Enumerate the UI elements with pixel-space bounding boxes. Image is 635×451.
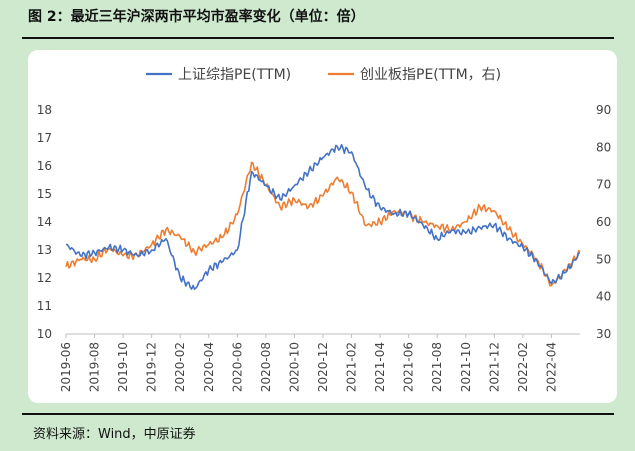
left-tick-label: 14 xyxy=(37,215,52,229)
x-tick-label: 2021-08 xyxy=(430,342,444,392)
right-tick-label: 70 xyxy=(596,178,611,192)
right-tick-label: 80 xyxy=(596,140,611,154)
source-note: 资料来源：Wind，中原证券 xyxy=(33,427,196,442)
right-tick-label: 30 xyxy=(596,327,611,341)
right-tick-label: 40 xyxy=(596,290,611,304)
x-tick-label: 2019-12 xyxy=(145,342,159,392)
pe-line-chart: 上证综指PE(TTM) 创业板指PE(TTM，右) 101112131415161… xyxy=(37,67,612,392)
x-tick-label: 2021-10 xyxy=(459,342,473,392)
x-tick-label: 2021-12 xyxy=(487,342,501,392)
left-tick-label: 17 xyxy=(37,131,52,145)
chart-panel: 上证综指PE(TTM) 创业板指PE(TTM，右) 10 11 12 13 14 15 16 1… xyxy=(28,50,617,403)
top-rule xyxy=(22,37,614,39)
left-tick-label: 15 xyxy=(37,187,52,201)
left-tick-label: 13 xyxy=(37,243,52,257)
figure-title: 图 2：最近三年沪深两市平均市盈率变化（单位：倍） xyxy=(28,9,365,25)
x-tick-label: 2021-04 xyxy=(373,342,387,392)
left-tick-label: 10 xyxy=(37,327,52,341)
x-tick-label: 2022-04 xyxy=(544,342,558,392)
series-line-shanghai xyxy=(65,143,581,290)
right-tick-label: 60 xyxy=(596,215,611,229)
series-line-chinext xyxy=(65,161,581,287)
x-tick-label: 2019-08 xyxy=(88,342,102,392)
left-tick-label: 12 xyxy=(37,271,52,285)
x-tick-label: 2019-06 xyxy=(59,342,73,392)
series-layer xyxy=(65,143,581,290)
legend-label: 创业板指PE(TTM，右) xyxy=(360,67,501,83)
x-tick-label: 2020-10 xyxy=(287,342,301,392)
x-tick-label: 2021-02 xyxy=(345,342,359,392)
chart-legend: 上证综指PE(TTM) 创业板指PE(TTM，右) xyxy=(146,67,501,83)
x-tick-label: 2020-08 xyxy=(259,342,273,392)
left-tick-label: 16 xyxy=(37,159,52,173)
x-tick-label: 2020-12 xyxy=(316,342,330,392)
left-axis-ticks: 10 11 12 13 14 15 16 17 18 xyxy=(37,103,52,341)
left-tick-label: 11 xyxy=(37,299,52,313)
right-tick-label: 50 xyxy=(596,252,611,266)
right-axis-ticks: 30 40 50 60 70 80 90 xyxy=(596,103,611,341)
x-axis: 2019-06 2019-08 2019-10 2019-12 2020-02 2020-… xyxy=(59,333,580,392)
left-tick-label: 18 xyxy=(37,103,52,117)
x-tick-label: 2022-02 xyxy=(516,342,530,392)
x-tick-label: 2019-10 xyxy=(116,342,130,392)
bottom-rule xyxy=(22,413,614,415)
x-tick-label: 2020-02 xyxy=(173,342,187,392)
x-tick-label: 2020-06 xyxy=(230,342,244,392)
x-tick-label: 2020-04 xyxy=(202,342,216,392)
x-tick-label: 2021-06 xyxy=(402,342,416,392)
legend-label: 上证综指PE(TTM) xyxy=(178,67,291,83)
right-tick-label: 90 xyxy=(596,103,611,117)
